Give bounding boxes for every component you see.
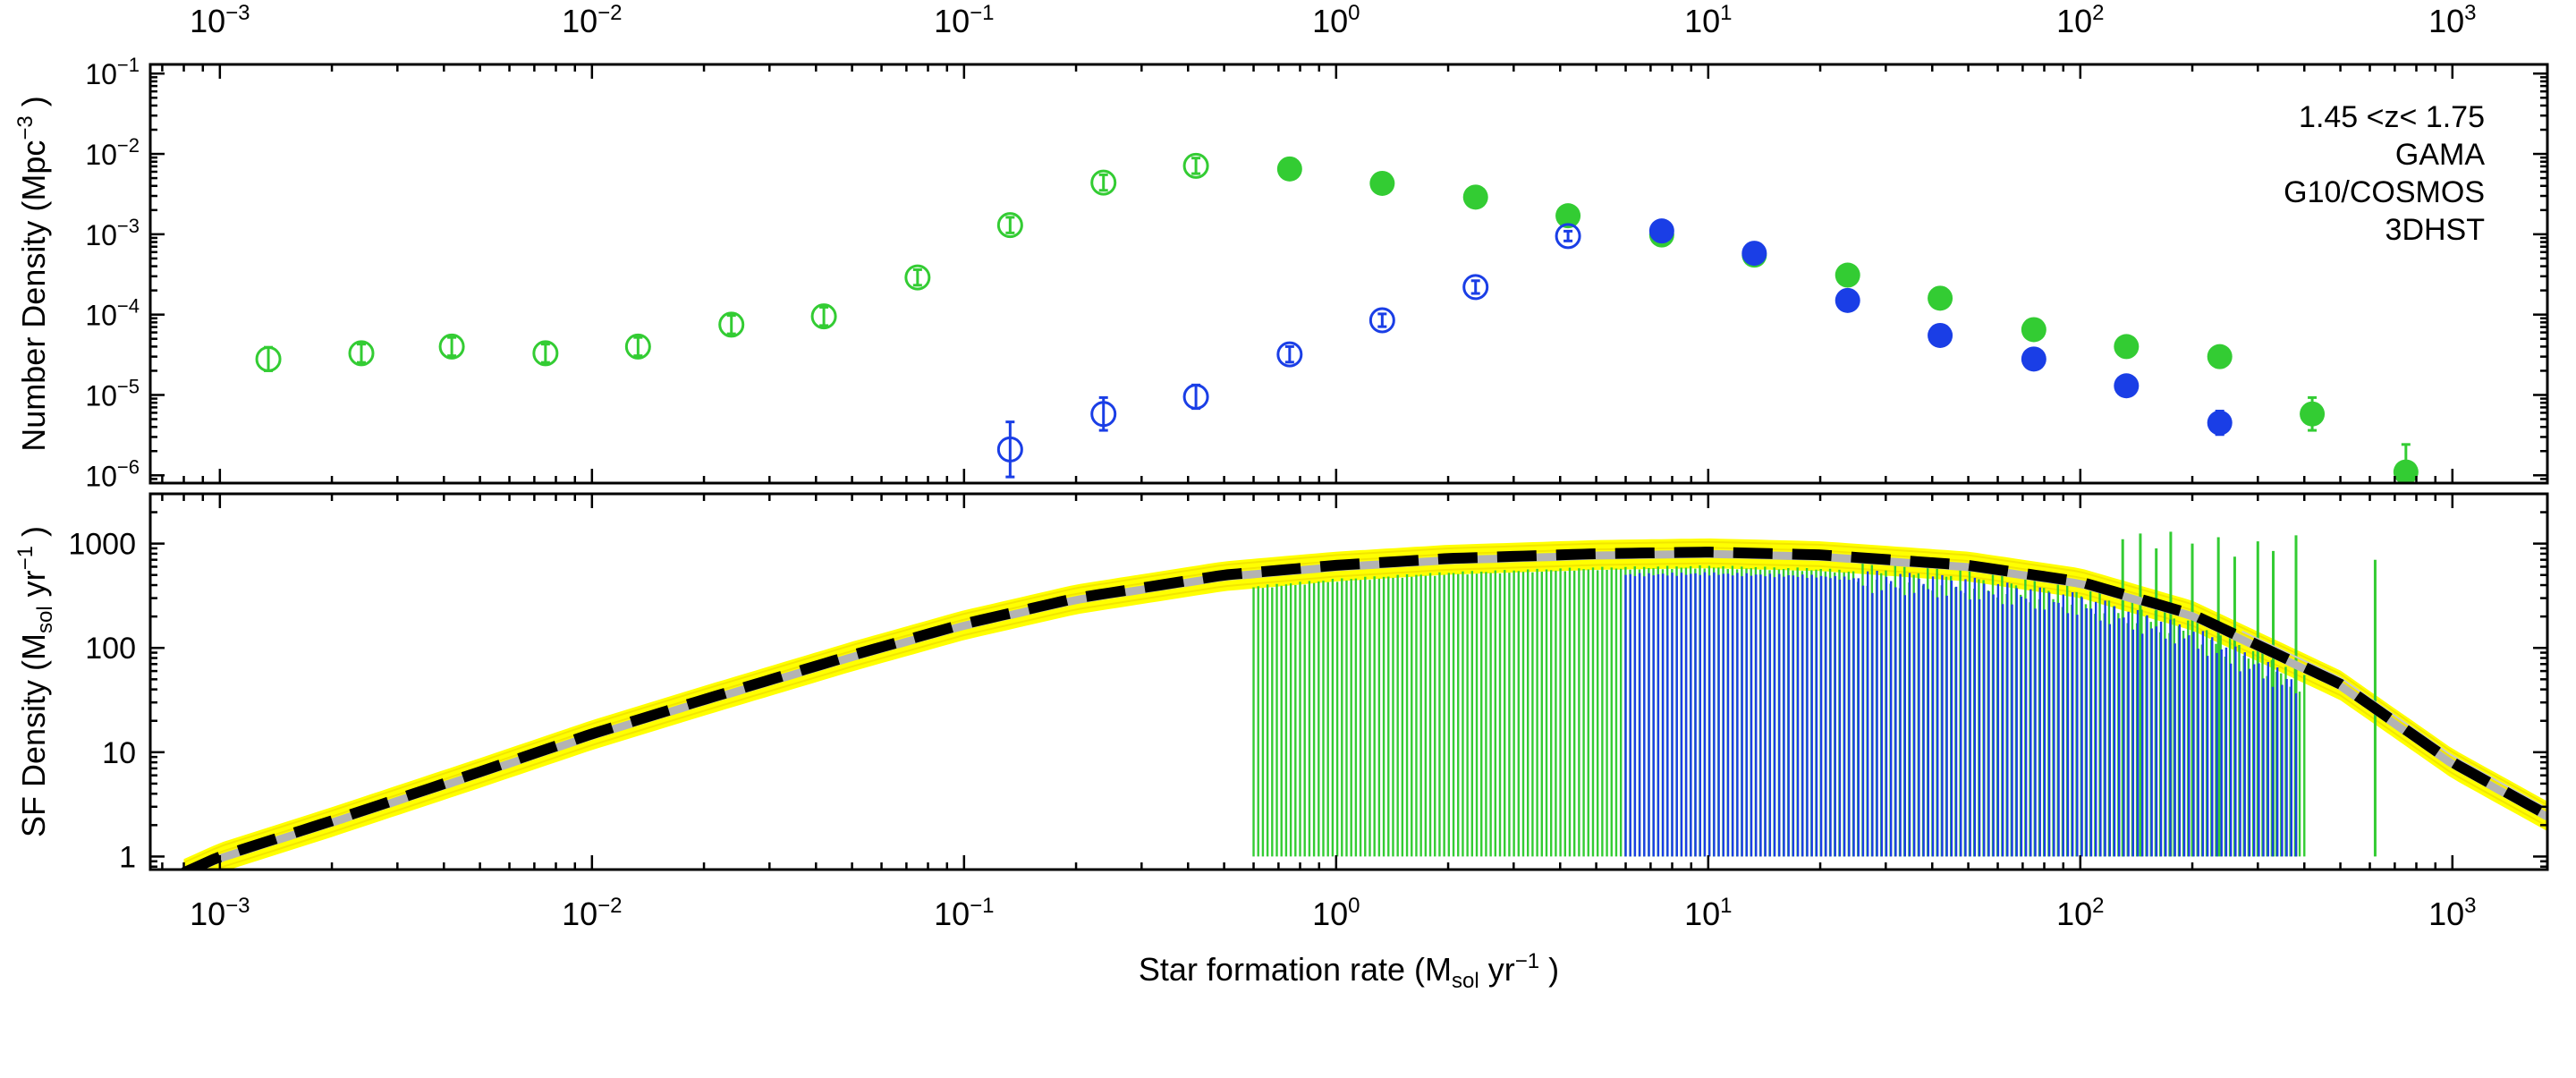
bottom-y-tick-label: 10 (102, 736, 136, 770)
data-point-g10-cosmos (1741, 241, 1767, 267)
data-point-3dhst (2114, 334, 2140, 360)
number-density-tick-labels: 10−3 10−2 10−1 100 101 102 103 10−6 10−5 10−4 10−3… (85, 1, 2476, 492)
alternative-fit-tail (2241, 630, 2547, 810)
data-point-g10-cosmos (1368, 307, 1395, 334)
data-point-g10-cosmos (996, 420, 1023, 479)
number-density-panel: 10−3 10−2 10−1 100 101 102 103 10−6 10−5 10−4 10−3… (13, 1, 2549, 492)
bottom-y-tick-label: 100 (85, 632, 136, 666)
data-point-g10-cosmos (1835, 287, 1860, 313)
top-y-tick-label: 10−3 (85, 215, 140, 251)
data-point-3dhst (996, 212, 1023, 239)
bottom-x-tick-label: 10−3 (190, 894, 250, 932)
top-x-tick-label: 10−2 (562, 1, 622, 39)
top-x-tick-label: 102 (2056, 1, 2104, 39)
top-y-tick-label: 10−2 (85, 134, 140, 171)
data-point-3dhst (624, 333, 651, 360)
data-point-3dhst (810, 303, 837, 330)
data-point-3dhst (2300, 395, 2326, 432)
data-point-g10-cosmos (1928, 322, 1953, 348)
data-point-3dhst (1276, 156, 1302, 182)
data-point-3dhst (438, 333, 465, 360)
legend-3dhst: 3DHST (2385, 213, 2485, 247)
data-point-3dhst (1835, 262, 1860, 288)
sf-density-ticks (150, 492, 2547, 870)
data-point-g10-cosmos (2021, 346, 2046, 372)
data-point-3dhst (718, 311, 745, 338)
bottom-y-tick-label: 1000 (68, 528, 136, 562)
number-density-y-axis-title: Number Density (Mpc−3 ) (13, 96, 52, 451)
top-y-tick-label: 10−1 (85, 54, 140, 90)
x-axis-title: Star formation rate (Msol yr−1 ) (1139, 949, 1559, 993)
histogram-g10-cosmos (1624, 570, 2298, 857)
data-point-g10-cosmos (1182, 383, 1209, 411)
bottom-x-tick-label: 100 (1312, 894, 1360, 932)
data-point-3dhst (1369, 170, 1395, 196)
best-fit-dashed-curve (182, 547, 2547, 870)
top-x-tick-label: 10−3 (190, 1, 250, 39)
legend: 1.45 <z< 1.75 GAMA G10/COSMOS 3DHST (2284, 100, 2485, 247)
bottom-x-tick-label: 103 (2428, 894, 2476, 932)
legend-gama: GAMA (2395, 138, 2485, 172)
data-point-3dhst (255, 345, 282, 372)
data-point-g10-cosmos (1555, 223, 1581, 250)
data-point-3dhst (1555, 203, 1581, 229)
data-point-3dhst (2207, 344, 2233, 369)
data-point-g10-cosmos (1648, 218, 1674, 244)
number-density-frame (148, 63, 2549, 485)
data-point-3dhst (1090, 169, 1117, 196)
legend-redshift-range: 1.45 <z< 1.75 (2299, 100, 2485, 134)
top-y-tick-label: 10−6 (85, 455, 140, 492)
data-point-3dhst (904, 264, 931, 291)
data-point-3dhst (2393, 443, 2419, 483)
bottom-x-tick-label: 101 (1684, 894, 1732, 932)
top-x-tick-label: 101 (1684, 1, 1732, 39)
data-point-g10-cosmos (1276, 341, 1303, 368)
data-point-g10-cosmos (1090, 395, 1117, 432)
bottom-y-tick-label: 1 (119, 840, 136, 874)
data-point-g10-cosmos (2207, 410, 2233, 437)
data-point-3dhst (348, 340, 375, 367)
data-point-3dhst (532, 340, 559, 367)
sf-density-frame (148, 492, 2549, 871)
data-point-3dhst (1928, 285, 1953, 311)
data-point-3dhst (2021, 317, 2046, 343)
data-point-3dhst (1182, 152, 1209, 179)
top-x-tick-label: 100 (1312, 1, 1360, 39)
sf-density-plot-area (182, 531, 2547, 870)
top-y-tick-label: 10−4 (85, 295, 140, 332)
data-point-g10-cosmos (1462, 274, 1489, 301)
bottom-x-tick-label: 102 (2056, 894, 2104, 932)
data-point-g10-cosmos (2114, 373, 2140, 399)
sf-density-panel: 10−3 10−2 10−1 100 101 102 103 1 10 100 1000 SF De… (13, 492, 2549, 993)
bottom-x-tick-label: 10−1 (934, 894, 994, 932)
top-x-tick-label: 103 (2428, 1, 2476, 39)
model-sample-line (214, 562, 2547, 870)
sf-density-y-axis-title: SF Density (Msol yr−1 ) (13, 526, 57, 837)
model-sample-line (183, 540, 2547, 864)
number-density-plot-area (255, 152, 2419, 483)
data-point-3dhst (1462, 184, 1488, 210)
top-x-tick-label: 10−1 (934, 1, 994, 39)
legend-g10-cosmos: G10/COSMOS (2284, 175, 2485, 209)
number-density-ticks (150, 64, 2547, 485)
sf-density-tick-labels: 10−3 10−2 10−1 100 101 102 103 1 10 100 1000 (68, 528, 2476, 932)
bottom-x-tick-label: 10−2 (562, 894, 622, 932)
top-y-tick-label: 10−5 (85, 375, 140, 412)
